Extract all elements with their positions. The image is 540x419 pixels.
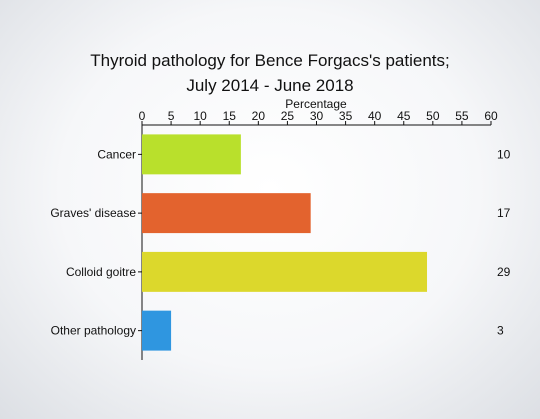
- x-tick-label: 40: [368, 109, 382, 123]
- bars: [142, 134, 428, 351]
- x-tick-label: 25: [281, 109, 295, 123]
- count-label: 17: [497, 206, 511, 220]
- chart-title-line-1: Thyroid pathology for Bence Forgacs's pa…: [90, 51, 450, 70]
- x-tick-label: 10: [193, 109, 207, 123]
- x-tick-label: 60: [484, 109, 498, 123]
- x-tick-label: 0: [139, 109, 146, 123]
- count-label: 10: [497, 147, 511, 161]
- x-tick-label: 55: [455, 109, 469, 123]
- x-tick-labels: 0 5 10 15 20 25 30 35 40 45 50 55 60: [139, 109, 498, 123]
- bar: [142, 193, 311, 234]
- category-label: Cancer: [97, 147, 136, 161]
- x-tick-label: 35: [339, 109, 353, 123]
- x-tick-label: 15: [223, 109, 237, 123]
- bar: [142, 310, 172, 351]
- x-tick-label: 5: [168, 109, 175, 123]
- x-tick-label: 20: [252, 109, 266, 123]
- x-tick-label: 50: [426, 109, 440, 123]
- x-tick-label: 30: [310, 109, 324, 123]
- bar: [142, 134, 241, 175]
- x-tick-label: 45: [397, 109, 411, 123]
- count-label: 3: [497, 324, 504, 338]
- bar: [142, 251, 428, 292]
- count-label: 29: [497, 265, 511, 279]
- category-labels: Cancer Graves' disease Colloid goitre Other…: [50, 147, 136, 337]
- category-label: Graves' disease: [50, 206, 136, 220]
- category-label: Other pathology: [51, 324, 136, 338]
- category-label: Colloid goitre: [66, 265, 136, 279]
- x-axis-title: Percentage: [285, 97, 347, 111]
- chart-title-line-2: July 2014 - June 2018: [186, 76, 353, 95]
- count-labels: 10 17 29 3: [497, 147, 511, 337]
